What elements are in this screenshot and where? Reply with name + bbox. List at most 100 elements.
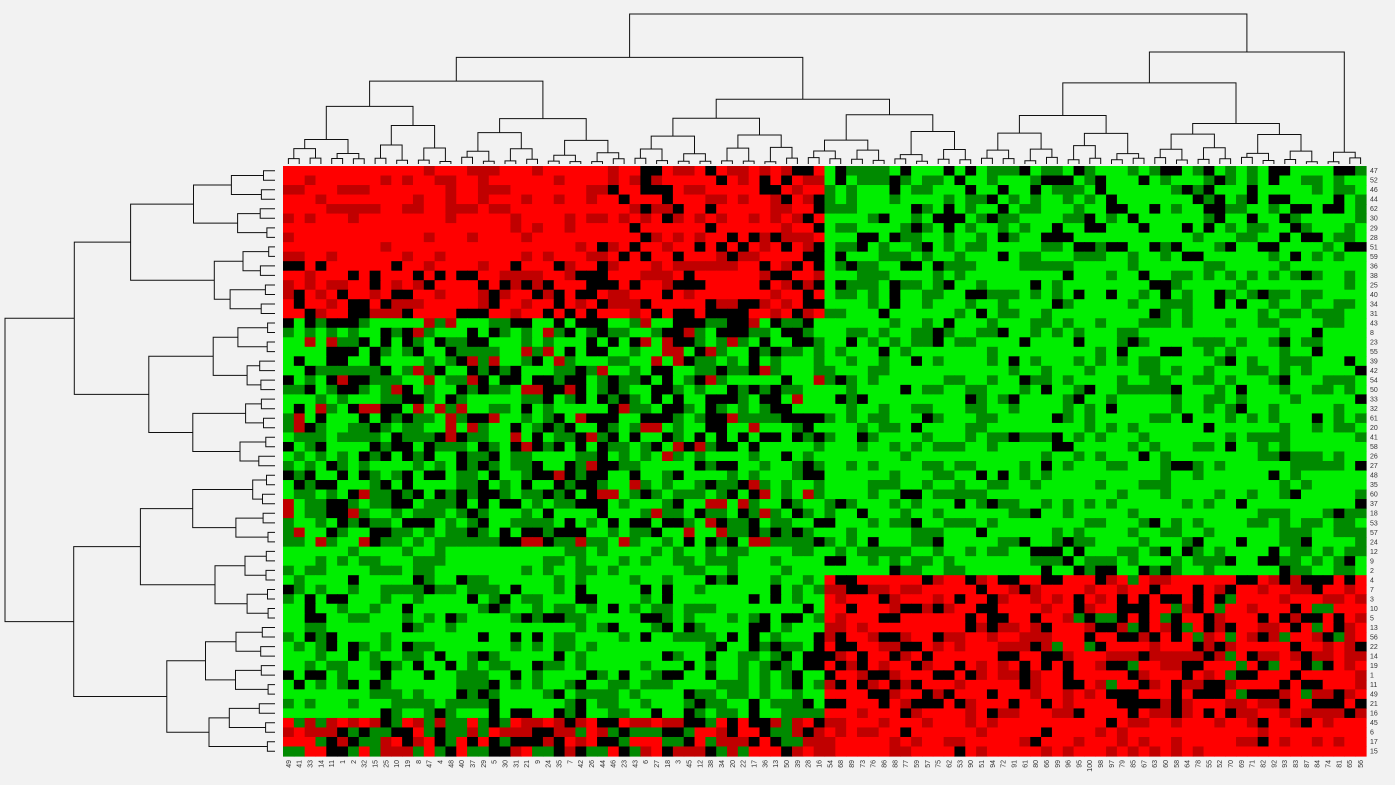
column-dendrogram-branch bbox=[1333, 151, 1356, 162]
heatmap-cell bbox=[1171, 480, 1183, 491]
heatmap-cell bbox=[304, 594, 317, 605]
heatmap-cell bbox=[532, 527, 544, 538]
heatmap-cell bbox=[1084, 175, 1096, 186]
heatmap-cell bbox=[1171, 394, 1183, 405]
heatmap-cell bbox=[1030, 356, 1042, 367]
heatmap-cell bbox=[315, 422, 327, 434]
heatmap-cell bbox=[1257, 213, 1270, 224]
heatmap-cell bbox=[889, 432, 901, 443]
column-dendrogram-branch bbox=[526, 158, 538, 164]
heatmap-cell bbox=[1008, 470, 1021, 481]
heatmap-cell bbox=[1106, 261, 1118, 272]
heatmap-cell bbox=[651, 308, 663, 319]
heatmap-cell bbox=[1095, 375, 1107, 386]
heatmap-cell bbox=[856, 556, 869, 567]
heatmap-cell bbox=[1051, 166, 1064, 177]
heatmap-cell bbox=[1181, 413, 1194, 424]
heatmap-cell bbox=[1062, 270, 1075, 281]
heatmap-cell bbox=[1214, 451, 1226, 462]
heatmap-cell bbox=[434, 575, 447, 586]
heatmap-cell bbox=[467, 441, 479, 453]
heatmap-cell bbox=[553, 422, 566, 434]
heatmap-cell bbox=[456, 527, 468, 538]
heatmap-cell bbox=[986, 584, 999, 595]
heatmap-cell bbox=[965, 337, 977, 348]
heatmap-cell bbox=[1268, 166, 1280, 177]
heatmap-cell bbox=[423, 318, 436, 329]
heatmap-cell bbox=[792, 346, 804, 357]
heatmap-cell bbox=[1106, 175, 1118, 186]
heatmap-cell bbox=[997, 537, 1010, 548]
heatmap-cell bbox=[1019, 451, 1031, 462]
heatmap-cell bbox=[727, 584, 739, 595]
heatmap-cell bbox=[1322, 175, 1335, 186]
heatmap-cell bbox=[965, 461, 977, 472]
heatmap-cell bbox=[510, 289, 522, 300]
heatmap-cell bbox=[997, 527, 1010, 538]
heatmap-cell bbox=[445, 575, 457, 586]
heatmap-cell bbox=[781, 613, 793, 624]
heatmap-cell bbox=[391, 546, 403, 557]
heatmap-cell bbox=[629, 375, 641, 386]
heatmap-cell bbox=[1203, 223, 1215, 234]
heatmap-cell bbox=[337, 527, 349, 538]
heatmap-cell bbox=[1041, 499, 1053, 510]
heatmap-cell bbox=[846, 175, 858, 186]
heatmap-cell bbox=[1203, 213, 1215, 224]
heatmap-cell bbox=[380, 461, 392, 472]
heatmap-cell bbox=[1203, 584, 1215, 595]
heatmap-cell bbox=[770, 584, 782, 595]
heatmap-cell bbox=[467, 613, 479, 624]
heatmap-cell bbox=[488, 508, 501, 519]
heatmap-cell bbox=[976, 204, 988, 215]
heatmap-cell bbox=[629, 365, 641, 376]
heatmap-cell bbox=[1236, 223, 1248, 234]
heatmap-cell bbox=[997, 251, 1010, 262]
row-dendrogram-branch bbox=[260, 665, 275, 676]
heatmap-cell bbox=[640, 537, 652, 548]
heatmap-cell bbox=[1355, 251, 1367, 262]
heatmap-cell bbox=[1246, 261, 1259, 272]
column-dendrogram-branch bbox=[417, 159, 430, 164]
heatmap-cell bbox=[976, 594, 988, 605]
heatmap-cell bbox=[997, 546, 1010, 557]
heatmap-cell bbox=[445, 622, 457, 633]
heatmap-cell bbox=[683, 499, 696, 510]
heatmap-cell bbox=[488, 394, 501, 405]
heatmap-cell bbox=[1116, 584, 1129, 595]
heatmap-cell bbox=[846, 546, 858, 557]
heatmap-cell bbox=[792, 565, 804, 576]
heatmap-cell bbox=[1322, 213, 1335, 224]
heatmap-cell bbox=[597, 375, 609, 386]
heatmap-cell bbox=[1311, 461, 1324, 472]
heatmap-cell bbox=[337, 594, 349, 605]
heatmap-cell bbox=[943, 508, 956, 519]
heatmap-cell bbox=[1073, 308, 1086, 319]
heatmap-cell bbox=[1084, 480, 1096, 491]
heatmap-cell bbox=[467, 337, 479, 348]
heatmap-cell bbox=[1160, 318, 1172, 329]
heatmap-cell bbox=[283, 461, 295, 472]
heatmap-cell bbox=[521, 175, 533, 186]
heatmap-cell bbox=[835, 413, 847, 424]
heatmap-cell bbox=[705, 232, 717, 243]
heatmap-cell bbox=[1062, 185, 1075, 196]
heatmap-cell bbox=[1008, 594, 1021, 605]
heatmap-cell bbox=[618, 603, 631, 614]
heatmap-cell bbox=[575, 575, 587, 586]
heatmap-cell bbox=[813, 489, 826, 500]
heatmap-cell bbox=[553, 308, 566, 319]
heatmap-cell bbox=[856, 194, 869, 205]
heatmap-cell bbox=[1019, 318, 1031, 329]
heatmap-cell bbox=[640, 365, 652, 376]
heatmap-cell bbox=[932, 384, 945, 395]
heatmap-cell bbox=[835, 289, 847, 300]
heatmap-cell bbox=[1030, 470, 1042, 481]
heatmap-cell bbox=[477, 194, 490, 205]
heatmap-cell bbox=[1192, 422, 1205, 434]
heatmap-cell bbox=[456, 327, 468, 338]
heatmap-cell bbox=[1257, 518, 1270, 529]
heatmap-cell bbox=[932, 356, 945, 367]
heatmap-cell bbox=[1138, 546, 1150, 557]
heatmap-cell bbox=[1322, 356, 1335, 367]
